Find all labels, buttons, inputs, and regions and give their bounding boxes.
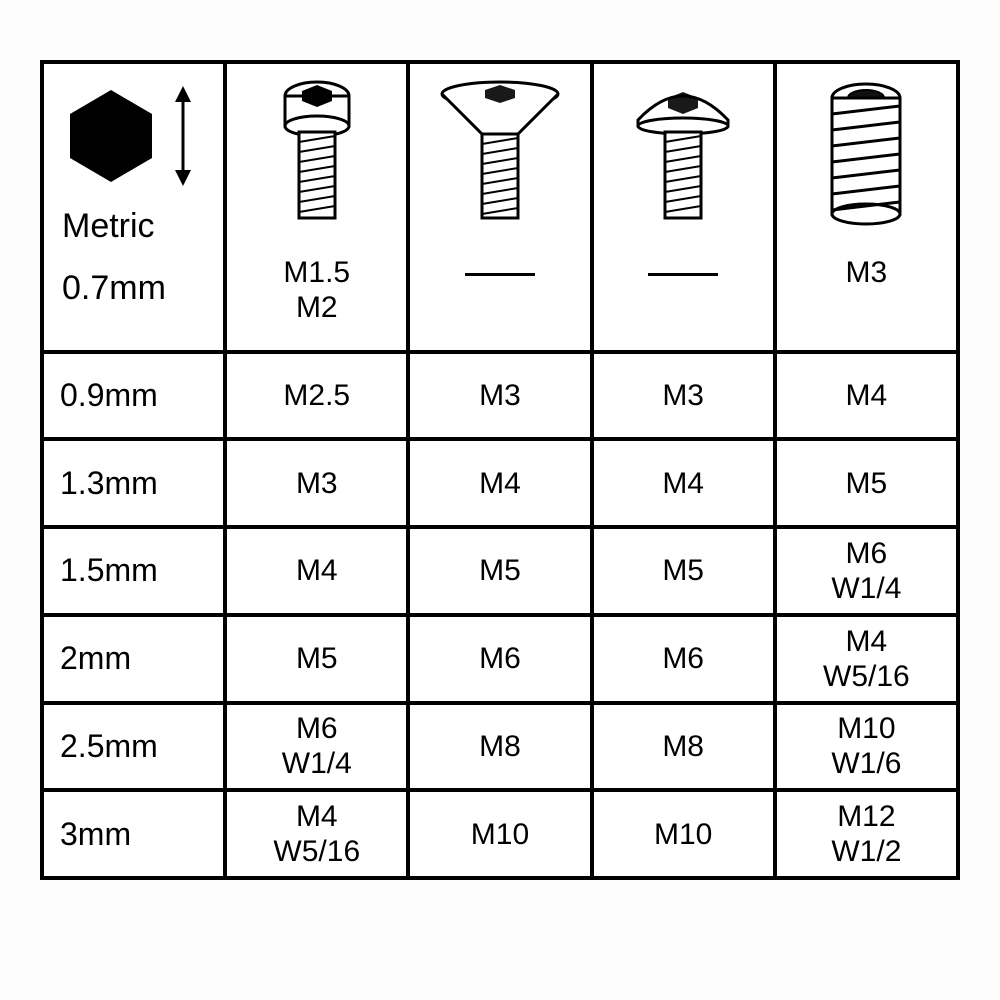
socket-head-cap-screw-icon <box>272 78 362 228</box>
hex-key-size-table: Metric 0.7mm <box>40 60 960 880</box>
size-cell: 3mm <box>42 790 225 878</box>
size-cell: 2mm <box>42 615 225 703</box>
value-cell: M5 <box>225 615 408 703</box>
value-cell: M8 <box>408 703 591 791</box>
value-cell: M3 <box>408 352 591 440</box>
table-body: 0.9mmM2.5M3M3M41.3mmM3M4M4M51.5mmM4M5M5M… <box>42 352 958 878</box>
button-head-screw-icon <box>628 78 738 228</box>
col-socket-head: M1.5 M2 <box>225 62 408 352</box>
hex-key-icon <box>66 86 156 186</box>
value-cell: M10 <box>408 790 591 878</box>
value-cell: M4W5/16 <box>775 615 958 703</box>
value-cell: M4 <box>775 352 958 440</box>
value-cell: M4 <box>225 527 408 615</box>
metric-label: Metric <box>62 208 155 245</box>
chart-container: Metric 0.7mm <box>0 0 1000 1000</box>
value-cell: M6 <box>408 615 591 703</box>
col-button-head <box>592 62 775 352</box>
value-cell: M4 <box>408 439 591 527</box>
value-cell: M6W1/4 <box>225 703 408 791</box>
value-cell: M12W1/2 <box>775 790 958 878</box>
value-cell: M2.5 <box>225 352 408 440</box>
table-row: 1.3mmM3M4M4M5 <box>42 439 958 527</box>
col-set-screw: M3 <box>775 62 958 352</box>
value-cell: M6 <box>592 615 775 703</box>
table-row: 1.5mmM4M5M5M6W1/4 <box>42 527 958 615</box>
size-cell: 1.5mm <box>42 527 225 615</box>
value-cell: M4 <box>592 439 775 527</box>
value-cell: M10 <box>592 790 775 878</box>
value-cell: M8 <box>592 703 775 791</box>
header-val-col4: M3 <box>781 256 952 289</box>
col-flat-head <box>408 62 591 352</box>
size-cell: 1.3mm <box>42 439 225 527</box>
dimension-arrow-icon <box>168 86 198 186</box>
value-cell: M5 <box>592 527 775 615</box>
value-cell: M3 <box>225 439 408 527</box>
value-cell: M5 <box>775 439 958 527</box>
set-screw-icon <box>821 78 911 228</box>
value-cell: M6W1/4 <box>775 527 958 615</box>
table-row: 2.5mmM6W1/4M8M8M10W1/6 <box>42 703 958 791</box>
value-cell: M10W1/6 <box>775 703 958 791</box>
table-row: 0.9mmM2.5M3M3M4 <box>42 352 958 440</box>
table-header-row: Metric 0.7mm <box>42 62 958 352</box>
header-size-07: 0.7mm <box>62 270 166 307</box>
legend-cell: Metric 0.7mm <box>42 62 225 352</box>
flat-head-screw-icon <box>435 78 565 228</box>
header-val-col3 <box>598 256 769 289</box>
table-row: 3mmM4W5/16M10M10M12W1/2 <box>42 790 958 878</box>
table-row: 2mmM5M6M6M4W5/16 <box>42 615 958 703</box>
header-val-col2 <box>414 256 585 289</box>
value-cell: M5 <box>408 527 591 615</box>
header-val-col1: M1.5 M2 <box>231 256 402 324</box>
value-cell: M3 <box>592 352 775 440</box>
size-cell: 2.5mm <box>42 703 225 791</box>
size-cell: 0.9mm <box>42 352 225 440</box>
value-cell: M4W5/16 <box>225 790 408 878</box>
